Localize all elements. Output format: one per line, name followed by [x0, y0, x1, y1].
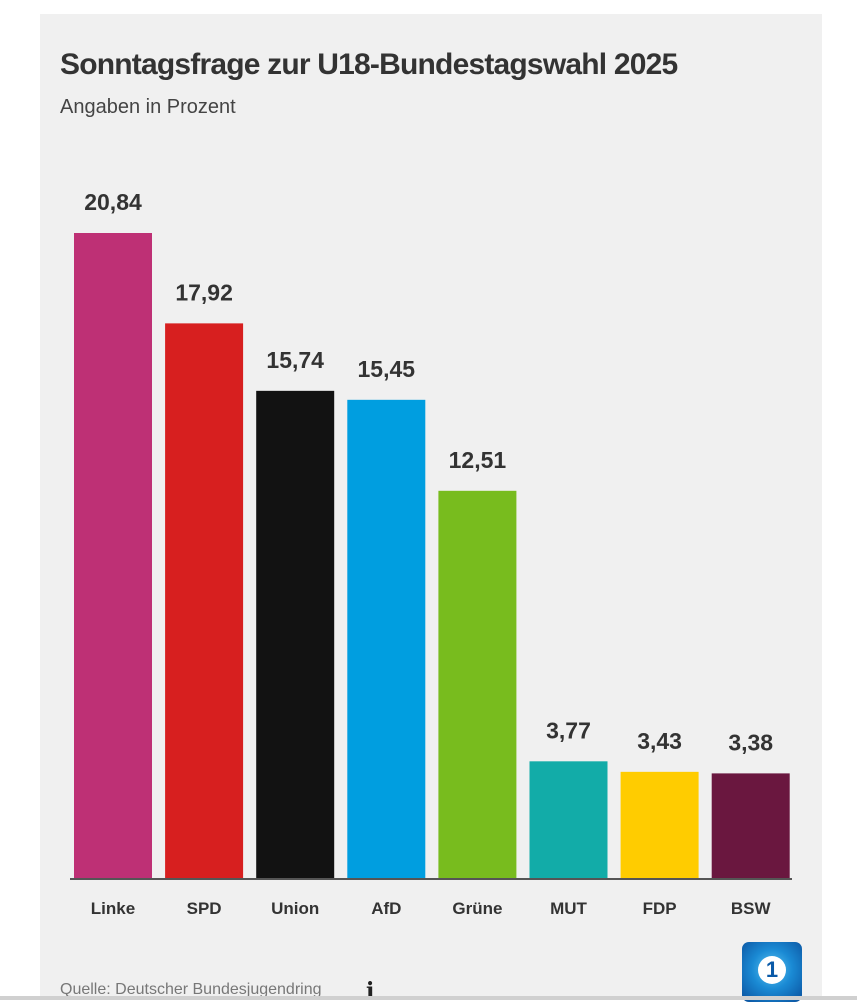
bar-grüne — [438, 490, 517, 878]
category-label: Union — [271, 899, 319, 918]
tagesschau-logo: 1 — [742, 942, 802, 1002]
value-label: 3,38 — [728, 729, 773, 755]
value-label: 15,74 — [266, 347, 324, 373]
value-label: 17,92 — [175, 279, 233, 305]
category-label: FDP — [643, 899, 677, 918]
value-label: 3,77 — [546, 717, 591, 743]
value-label: 12,51 — [449, 447, 507, 473]
bar-mut — [529, 761, 608, 878]
chart-title: Sonntagsfrage zur U18-Bundestagswahl 202… — [60, 48, 678, 81]
category-label: AfD — [371, 899, 401, 918]
source-note: Quelle: Deutscher Bundesjugendring — [60, 981, 322, 998]
value-label: 3,43 — [637, 728, 682, 754]
category-label: Grüne — [452, 899, 502, 918]
chart-subtitle: Angaben in Prozent — [60, 96, 236, 118]
value-label: 20,84 — [84, 189, 142, 215]
category-label: Linke — [91, 899, 135, 918]
category-label: SPD — [187, 899, 222, 918]
value-label: 15,45 — [358, 356, 416, 382]
bar-bsw — [711, 773, 790, 878]
bar-fdp — [620, 771, 699, 878]
info-icon[interactable]: i — [366, 978, 375, 1004]
logo-number: 1 — [758, 956, 786, 984]
category-label: MUT — [550, 899, 587, 918]
bottom-divider — [0, 996, 857, 1000]
bar-afd — [347, 399, 426, 878]
bar-spd — [165, 323, 244, 878]
bar-union — [256, 390, 335, 878]
bar-linke — [74, 233, 152, 878]
category-label: BSW — [731, 899, 772, 918]
